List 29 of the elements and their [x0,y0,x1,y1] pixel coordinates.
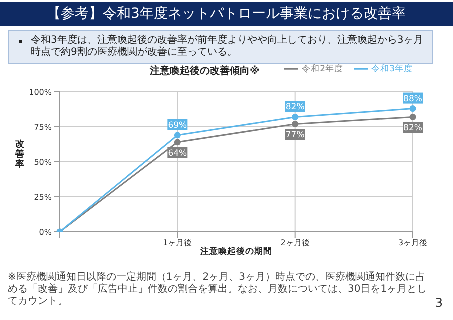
y-axis-title: 改善率 [14,139,26,170]
legend-label: 令和3年度 [372,64,413,74]
point [292,114,299,120]
point [174,132,181,139]
chart-subtitle: 令和3年度は、注意喚起後の改善率が前年度よりやや向上しており、注意喚起から3ヶ月時点で約9割の医療機関が改善に至っている。 [8,30,433,64]
point [174,139,181,146]
data-label: 69% [168,120,188,131]
data-label: 82% [404,124,422,134]
x-tick-label: 1ヶ月後 [163,238,192,248]
y-tick-label: 75% [34,122,52,132]
data-label: 64% [168,148,188,159]
legend-label: 令和2年度 [302,64,344,74]
chart-title: 【参考】令和3年度ネットパトロール事業における改善率 [0,2,453,26]
data-label: 82% [286,102,305,113]
point [410,106,416,112]
x-axis-title: 注意喚起後の期間 [200,246,272,257]
text: 注意喚起後の改善傾向※ [150,64,260,78]
data-label: 77% [286,130,305,141]
x-tick-label: 3ヶ月後 [398,238,428,248]
text: 3 [435,296,443,310]
y-tick-label: 0% [39,228,52,237]
y-tick-label: 100% [29,88,52,97]
y-tick-label: 50% [34,158,52,167]
point [292,120,299,128]
text: ※医療機関通知日以降の一定期間（1ヶ月、2ヶ月、3ヶ月）時点での、医療機関通知件数に占める「改善」及び「広告中止」件数の割合を算出。なお、月数については、30日を1ヶ月としてカウント。 [8,272,428,308]
data-label: 88% [404,94,422,104]
x-tick-label: 2ヶ月後 [280,238,310,248]
y-tick-label: 25% [34,192,52,202]
point [410,114,416,120]
